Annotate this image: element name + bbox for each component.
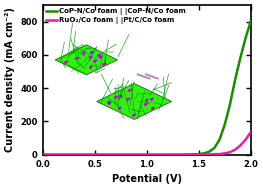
RuO₂/Co foam | |Pt/C/Co foam	[244, 139, 247, 141]
X-axis label: Potential (V): Potential (V)	[112, 174, 182, 184]
CoP-N/Co foam | |CoP-N/Co foam	[103, 154, 107, 156]
CoP-N/Co foam | |CoP-N/Co foam	[145, 154, 148, 156]
RuO₂/Co foam | |Pt/C/Co foam	[228, 151, 231, 153]
RuO₂/Co foam | |Pt/C/Co foam	[166, 154, 169, 156]
RuO₂/Co foam | |Pt/C/Co foam	[187, 153, 190, 156]
RuO₂/Co foam | |Pt/C/Co foam	[249, 131, 252, 133]
CoP-N/Co foam | |CoP-N/Co foam	[166, 154, 169, 156]
RuO₂/Co foam | |Pt/C/Co foam	[41, 154, 44, 156]
RuO₂/Co foam | |Pt/C/Co foam	[234, 149, 237, 151]
CoP-N/Co foam | |CoP-N/Co foam	[208, 151, 211, 153]
Polygon shape	[55, 45, 118, 75]
CoP-N/Co foam | |CoP-N/Co foam	[244, 37, 247, 39]
RuO₂/Co foam | |Pt/C/Co foam	[62, 154, 65, 156]
RuO₂/Co foam | |Pt/C/Co foam	[103, 154, 107, 156]
CoP-N/Co foam | |CoP-N/Co foam	[176, 154, 179, 156]
CoP-N/Co foam | |CoP-N/Co foam	[239, 57, 242, 59]
Y-axis label: Current density (mA cm⁻²): Current density (mA cm⁻²)	[5, 7, 15, 152]
CoP-N/Co foam | |CoP-N/Co foam	[41, 154, 44, 156]
RuO₂/Co foam | |Pt/C/Co foam	[124, 154, 128, 156]
CoP-N/Co foam | |CoP-N/Co foam	[218, 139, 221, 141]
RuO₂/Co foam | |Pt/C/Co foam	[223, 152, 226, 155]
RuO₂/Co foam | |Pt/C/Co foam	[145, 154, 148, 156]
CoP-N/Co foam | |CoP-N/Co foam	[181, 153, 185, 156]
CoP-N/Co foam | |CoP-N/Co foam	[228, 104, 231, 106]
CoP-N/Co foam | |CoP-N/Co foam	[249, 20, 252, 23]
CoP-N/Co foam | |CoP-N/Co foam	[202, 152, 205, 155]
CoP-N/Co foam | |CoP-N/Co foam	[83, 154, 86, 156]
CoP-N/Co foam | |CoP-N/Co foam	[234, 79, 237, 81]
RuO₂/Co foam | |Pt/C/Co foam	[197, 153, 200, 156]
CoP-N/Co foam | |CoP-N/Co foam	[62, 154, 65, 156]
CoP-N/Co foam | |CoP-N/Co foam	[187, 153, 190, 156]
Line: RuO₂/Co foam | |Pt/C/Co foam: RuO₂/Co foam | |Pt/C/Co foam	[43, 132, 251, 155]
RuO₂/Co foam | |Pt/C/Co foam	[239, 144, 242, 147]
RuO₂/Co foam | |Pt/C/Co foam	[208, 153, 211, 156]
CoP-N/Co foam | |CoP-N/Co foam	[124, 154, 128, 156]
Polygon shape	[97, 84, 172, 119]
Line: CoP-N/Co foam | |CoP-N/Co foam: CoP-N/Co foam | |CoP-N/Co foam	[43, 22, 251, 155]
CoP-N/Co foam | |CoP-N/Co foam	[192, 153, 195, 156]
RuO₂/Co foam | |Pt/C/Co foam	[83, 154, 86, 156]
Legend: CoP-N/Co foam | |CoP-N/Co foam, RuO₂/Co foam | |Pt/C/Co foam: CoP-N/Co foam | |CoP-N/Co foam, RuO₂/Co …	[45, 7, 188, 26]
RuO₂/Co foam | |Pt/C/Co foam	[218, 153, 221, 155]
CoP-N/Co foam | |CoP-N/Co foam	[155, 154, 159, 156]
CoP-N/Co foam | |CoP-N/Co foam	[213, 147, 216, 149]
CoP-N/Co foam | |CoP-N/Co foam	[223, 124, 226, 126]
CoP-N/Co foam | |CoP-N/Co foam	[197, 153, 200, 155]
